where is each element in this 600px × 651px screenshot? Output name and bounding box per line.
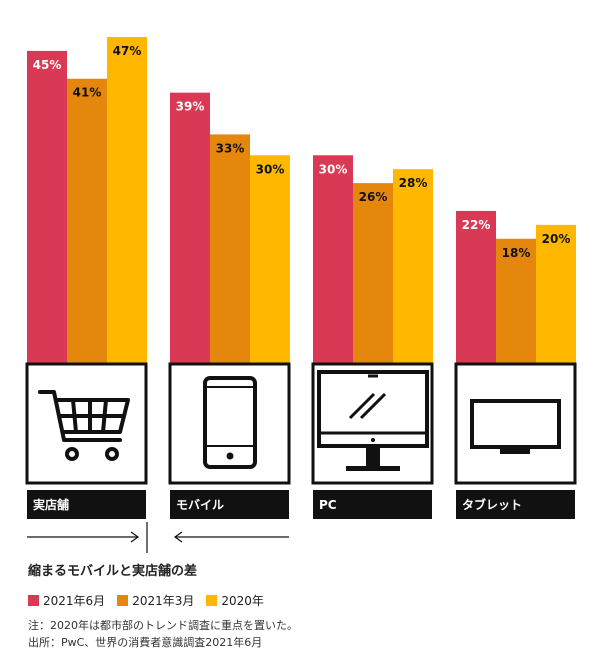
legend-label: 2021年3月 [132,594,195,608]
shopping-cart-icon [38,390,130,461]
bar [313,155,353,364]
bar-value-label: 41% [73,86,102,100]
category-label-bg [27,490,146,519]
icon-frame [25,362,148,485]
arrow-left-head-icon [173,531,183,543]
bar-value-label: 26% [359,190,388,204]
legend-label: 2020年 [221,594,264,608]
category-label-pc: PC [319,498,337,512]
bar-value-label: 45% [33,58,62,72]
tablet-icon [470,399,561,454]
category-label-bg [456,490,575,519]
bar-value-label: 18% [502,246,531,260]
bar [456,210,496,364]
bar-value-label: 33% [216,141,245,155]
category-label-bg [170,490,289,519]
source-note: 出所：PwC、世界の消費者意識調査2021年6月 [28,636,263,649]
arrow-right-head-icon [130,531,140,543]
bar [170,92,210,364]
bars-layer: 45% 41% 47% 39% 33% 30% 30% 26% 28% 22% 18% 20% [27,37,576,365]
bar-value-label: 20% [542,232,571,246]
bar-value-label: 39% [176,100,205,114]
bar-value-label: 30% [319,162,348,176]
legend-label: 2021年6月 [43,594,106,608]
legend-swatch [117,595,129,606]
bar-value-label: 22% [462,218,491,232]
bar [67,78,107,364]
category-label-tablet: タブレット [462,497,522,512]
bar [536,224,576,364]
icon-frame [454,362,577,485]
bar [250,155,290,364]
legend-swatch [28,595,39,606]
legend-swatch [206,595,218,606]
bar [210,134,250,364]
legend-item: 2020年 [206,592,264,609]
bar [353,183,393,364]
icons-layer [25,362,577,485]
bar-value-label: 30% [256,162,285,176]
legend: 2021年6月 2021年3月 2020年 [28,592,276,609]
smartphone-icon [203,376,257,469]
desktop-monitor-icon [317,370,429,471]
chart-subtitle: 縮まるモバイルと実店舗の差 [28,564,198,579]
category-label-mobile: モバイル [176,498,224,512]
gap-arrows [27,522,289,553]
category-labels: 実店舗 モバイル PC タブレット [27,490,575,519]
footnote: 注：2020年は都市部のトレンド調査に重点を置いた。 [28,619,298,632]
icon-frame [168,362,291,485]
bar [496,238,536,364]
bar-value-label: 47% [113,44,142,58]
category-label-store: 実店舗 [33,497,69,512]
bar [393,169,433,364]
category-label-bg [313,490,432,519]
bar [27,50,67,365]
legend-item: 2021年6月 [28,592,105,609]
bar [107,37,147,364]
legend-item: 2021年3月 [117,592,194,609]
bar-value-label: 28% [399,176,428,190]
